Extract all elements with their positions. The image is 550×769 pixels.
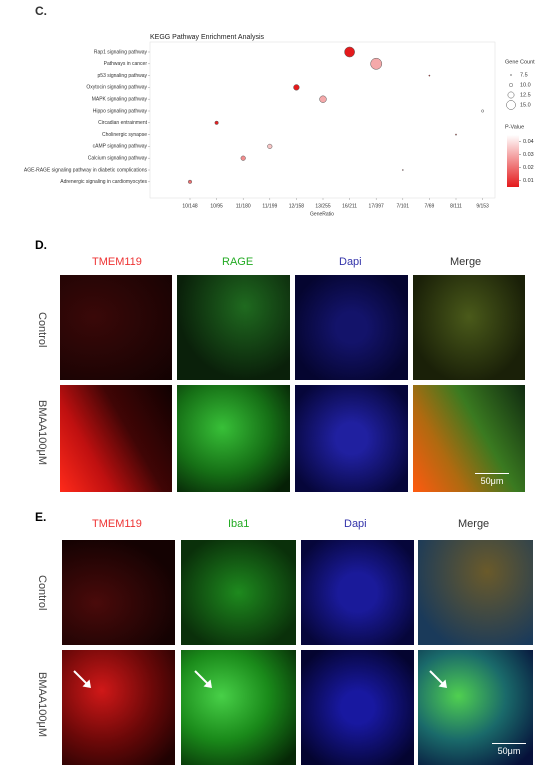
bubble — [344, 46, 355, 58]
column-label: RAGE — [222, 256, 254, 268]
x-tick-label: 11/180 — [236, 203, 251, 209]
section-label: D. — [35, 238, 47, 252]
y-tick-label: Adrenergic signaling in cardiomyocytes — [60, 179, 147, 185]
row-label: Control — [36, 575, 48, 611]
section-label: E. — [35, 510, 47, 524]
color-tick-label: 0.01 — [523, 178, 534, 184]
color-legend-title: P-Value — [505, 124, 524, 130]
size-legend-label: 10.0 — [520, 82, 531, 88]
color-tick-label: 0.03 — [523, 152, 534, 158]
color-bar — [507, 135, 519, 187]
size-legend-title: Gene Count — [505, 59, 535, 65]
column-label: Dapi — [344, 518, 367, 530]
color-tick-label: 0.04 — [523, 139, 534, 145]
image-dapi — [301, 540, 414, 645]
image-tmem119 — [62, 650, 175, 765]
bubble — [370, 57, 383, 70]
y-tick-label: Cholinergic synapse — [102, 132, 147, 138]
image-tmem119 — [60, 385, 172, 492]
x-tick-label: 10/95 — [210, 203, 223, 209]
image-dapi — [301, 650, 414, 765]
bubble — [455, 133, 457, 136]
bubble — [481, 109, 485, 113]
x-tick-label: 13/255 — [315, 203, 331, 209]
color-tick-label: 0.02 — [523, 165, 534, 171]
bubble — [293, 84, 300, 91]
column-label: TMEM119 — [92, 256, 142, 268]
y-tick-label: Hippo signaling pathway — [93, 108, 148, 114]
row-label: BMAA100μM — [36, 672, 48, 738]
bubble — [187, 179, 193, 184]
y-tick-label: Oxytocin signaling pathway — [86, 85, 147, 91]
section-label: C. — [35, 4, 47, 18]
x-axis-label: GeneRatio — [310, 211, 334, 217]
image-tmem119 — [62, 540, 175, 645]
bubble — [214, 120, 219, 125]
y-tick-label: Pathways in cancer — [104, 61, 148, 67]
column-label: Dapi — [339, 256, 362, 268]
image-merge — [413, 275, 525, 380]
size-legend-label: 15.0 — [520, 102, 531, 108]
bubble — [267, 143, 273, 149]
image-rage — [177, 385, 290, 492]
arrow — [73, 670, 91, 688]
image-rage — [177, 275, 290, 380]
image-dapi — [295, 385, 408, 492]
bubble — [240, 155, 246, 161]
column-label: Merge — [450, 256, 482, 268]
y-tick-label: Calcium signaling pathway — [88, 156, 148, 162]
row-label: Control — [36, 312, 48, 348]
column-label: TMEM119 — [92, 518, 142, 530]
x-tick-label: 9/153 — [476, 203, 489, 209]
plot-frame — [149, 41, 496, 199]
bubble — [428, 74, 431, 77]
y-tick-label: p53 signaling pathway — [98, 73, 148, 79]
image-tmem119 — [60, 275, 172, 380]
x-tick-label: 12/158 — [289, 203, 305, 209]
column-label: Iba1 — [228, 518, 250, 530]
size-legend-label: 12.5 — [520, 92, 531, 98]
x-tick-label: 7/101 — [397, 203, 410, 209]
scale-bar: 50μm — [475, 473, 509, 486]
size-legend-mark — [507, 91, 515, 99]
size-legend-mark — [506, 100, 516, 110]
x-tick-label: 16/211 — [342, 203, 357, 209]
scale-bar: 50μm — [492, 743, 526, 756]
arrow — [429, 670, 447, 688]
column-label: Merge — [458, 518, 490, 530]
y-tick-label: Circadian entrainment — [98, 120, 148, 126]
size-legend-label: 7.5 — [520, 72, 528, 78]
size-legend-mark — [510, 74, 512, 76]
image-dapi — [295, 275, 408, 380]
y-tick-label: cAMP signaling pathway — [93, 144, 148, 150]
image-merge — [418, 540, 533, 645]
image-iba1 — [181, 540, 296, 645]
arrow — [194, 670, 212, 688]
size-legend-mark — [508, 82, 514, 88]
x-tick-label: 17/397 — [369, 203, 385, 209]
image-iba1 — [181, 650, 296, 765]
x-tick-label: 7/69 — [425, 203, 435, 209]
bubble — [319, 95, 327, 103]
image-merge: 50μm — [413, 385, 525, 492]
y-tick-label: AGE-RAGE signaling pathway in diabetic c… — [24, 167, 148, 173]
x-tick-label: 8/111 — [450, 203, 462, 209]
bubble — [401, 169, 404, 171]
x-tick-label: 10/148 — [182, 203, 198, 209]
chart-title: KEGG Pathway Enrichment Analysis — [150, 34, 264, 41]
x-tick-label: 11/199 — [262, 203, 277, 209]
y-tick-label: MAPK signaling pathway — [92, 97, 148, 103]
chart: C. KEGG Pathway Enrichment Analysis Gene… — [24, 4, 535, 217]
image-merge: 50μm — [418, 650, 533, 765]
y-tick-label: Rap1 signaling pathway — [94, 49, 148, 55]
row-label: BMAA100μM — [36, 400, 48, 466]
